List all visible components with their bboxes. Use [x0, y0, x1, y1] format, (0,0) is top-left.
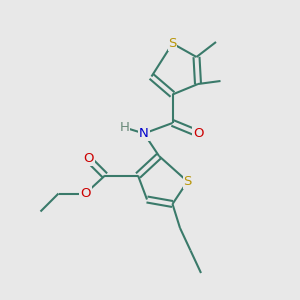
Text: O: O	[193, 127, 203, 140]
Text: N: N	[139, 127, 149, 140]
Text: S: S	[183, 175, 192, 188]
Text: S: S	[168, 37, 177, 50]
Text: H: H	[120, 121, 129, 134]
Text: O: O	[83, 152, 94, 166]
Text: O: O	[80, 187, 91, 200]
